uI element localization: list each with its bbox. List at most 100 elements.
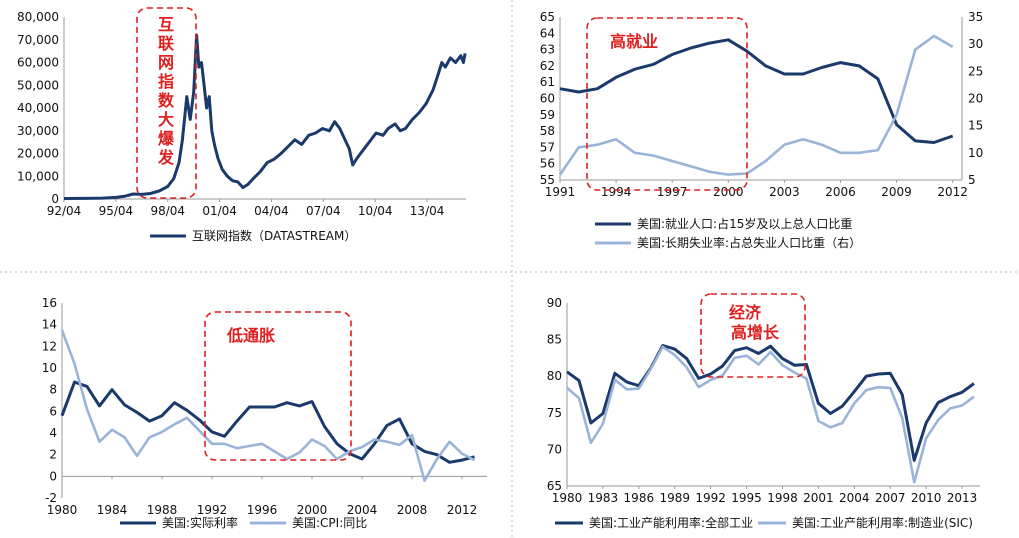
chart-3-x-tick-label: 2000	[297, 503, 328, 517]
chart-2-y2-tick-label: 20	[968, 92, 983, 106]
chart-4-y-tick-label: 70	[547, 442, 562, 456]
chart-3-y-tick-label: 6	[49, 404, 57, 418]
chart-1-y-tick-label: 40,000	[17, 101, 59, 115]
chart-3-x-tick-label: 1980	[47, 503, 78, 517]
chart-3-y-tick-label: 8	[49, 383, 57, 397]
chart-2-y-tick-label: 63	[540, 43, 555, 57]
chart-3-legend-label: 美国:实际利率	[162, 515, 238, 530]
chart-3-x-tick-label: 1992	[197, 503, 228, 517]
chart-2-x-tick-label: 2003	[769, 185, 800, 199]
chart-2-x-tick-label: 2000	[713, 185, 744, 199]
chart-1-annotation-char: 爆	[158, 129, 175, 148]
chart-1-x-tick-label: 92/04	[47, 204, 82, 218]
chart-4-series-2-line	[566, 345, 975, 484]
chart-2-x-tick-label: 2006	[825, 185, 856, 199]
chart-2-y-tick-label: 58	[540, 124, 555, 138]
chart-2-y-tick-label: 65	[540, 10, 555, 24]
chart-4-x-tick-label: 1989	[659, 491, 690, 505]
chart-3-x-tick-label: 1996	[247, 503, 278, 517]
chart-1-annotation-char: 指	[158, 72, 174, 91]
chart-3-y-tick-label: 10	[42, 361, 57, 375]
chart-2-y-tick-label: 61	[540, 75, 555, 89]
chart-4-x-tick-label: 1998	[767, 491, 798, 505]
chart-3-y-tick-label: 2	[49, 448, 57, 462]
chart-2-y2-tick-label: 15	[968, 119, 983, 133]
chart-2-y-tick-label: 57	[540, 140, 555, 154]
chart-3-y-tick-label: 16	[42, 296, 57, 310]
chart-4-annotation-line: 高增长	[731, 323, 780, 342]
chart-2-x-tick-label: 1997	[657, 185, 688, 199]
chart-4-series-1-line	[566, 344, 975, 462]
chart-2-y2-tick-label: 30	[968, 37, 983, 51]
chart-3-y-tick-label: 4	[49, 426, 57, 440]
chart-4-x-tick-label: 1992	[695, 491, 726, 505]
chart-3-annotation: 低通胀	[226, 326, 275, 345]
chart-1-annotation-char: 发	[157, 148, 175, 167]
chart-1-x-tick-label: 01/04	[202, 204, 237, 218]
chart-3-legend-label: 美国:CPI:同比	[292, 516, 367, 530]
chart-2-annotation: 高就业	[610, 32, 658, 51]
chart-4-y-tick-label: 80	[547, 369, 562, 383]
chart-4-annotation-line: 经济	[729, 303, 762, 322]
chart-4-x-tick-label: 1986	[624, 491, 655, 505]
chart-2-y2-tick-label: 5	[968, 173, 976, 187]
chart-2-x-tick-label: 1991	[545, 185, 576, 199]
chart-4-y-tick-label: 75	[547, 406, 562, 420]
chart-4-highlight-box	[700, 293, 806, 378]
chart-3-y-tick-label: 12	[42, 339, 57, 353]
chart-2-series-2-line	[558, 34, 954, 176]
chart-1-x-tick-label: 07/04	[306, 204, 341, 218]
chart-4-x-tick-label: 2001	[803, 491, 834, 505]
chart-2-y-tick-label: 56	[540, 157, 555, 171]
chart-3-x-tick-label: 1988	[147, 503, 178, 517]
chart-1-annotation-char: 数	[158, 91, 175, 110]
chart-4-x-tick-label: 2013	[947, 491, 978, 505]
chart-4-x-tick-label: 2007	[875, 491, 906, 505]
chart-2-y-tick-label: 64	[540, 26, 555, 40]
chart-1-y-tick-label: 60,000	[17, 56, 59, 70]
chart-4-y-tick-label: 90	[547, 296, 562, 310]
chart-1-y-tick-label: 50,000	[17, 78, 59, 92]
chart-1-x-tick-label: 10/04	[358, 204, 393, 218]
chart-2-y2-tick-label: 25	[968, 64, 983, 78]
chart-1-series-1-line	[63, 33, 467, 200]
chart-2-x-tick-label: 2012	[937, 185, 968, 199]
chart-3-highlight-box	[204, 311, 352, 461]
chart-1-y-tick-label: 20,000	[17, 147, 59, 161]
chart-1-y-tick-label: 0	[51, 192, 59, 206]
chart-2-y2-tick-label: 35	[968, 10, 983, 24]
chart-4-y-tick-label: 65	[547, 479, 562, 493]
chart-1-x-tick-label: 98/04	[150, 204, 185, 218]
chart-1-legend-label: 互联网指数（DATASTREAM）	[192, 228, 356, 243]
chart-2-highlight-box	[586, 17, 748, 191]
chart-3-series-1-line	[60, 380, 475, 464]
chart-1-annotation-char: 大	[158, 110, 174, 129]
chart-1-y-tick-label: 10,000	[17, 169, 59, 183]
chart-2-y2-tick-label: 10	[968, 146, 983, 160]
chart-3-x-tick-label: 2012	[447, 503, 478, 517]
chart-1-x-tick-label: 95/04	[99, 204, 134, 218]
chart-4-y-tick-label: 85	[547, 333, 562, 347]
chart-1-y-tick-label: 70,000	[17, 33, 59, 47]
chart-4-x-tick-label: 1995	[731, 491, 762, 505]
chart-2-legend-label: 美国:长期失业率:占总失业人口比重（右）	[637, 235, 861, 250]
chart-4-x-tick-label: 2010	[911, 491, 942, 505]
chart-3-y-tick-label: -2	[45, 491, 57, 505]
chart-3-y-tick-label: 14	[42, 318, 57, 332]
chart-2-y-tick-label: 62	[540, 59, 555, 73]
chart-4-legend-label: 美国:工业产能利用率:制造业(SIC)	[792, 515, 973, 530]
chart-4-x-tick-label: 1980	[552, 491, 583, 505]
chart-1-annotation-char: 联	[158, 34, 174, 53]
chart-2-y-tick-label: 60	[540, 92, 555, 106]
chart-2-x-tick-label: 1994	[601, 185, 632, 199]
chart-4-x-tick-label: 1983	[588, 491, 619, 505]
chart-2-series-1-line	[559, 38, 954, 144]
chart-1-y-tick-label: 80,000	[17, 10, 59, 24]
chart-3-y-tick-label: 0	[49, 469, 57, 483]
chart-4-legend-label: 美国:工业产能利用率:全部工业	[589, 515, 753, 530]
chart-4-x-tick-label: 2004	[839, 491, 870, 505]
chart-1-annotation-char: 网	[158, 53, 174, 72]
chart-1-annotation-char: 互	[158, 15, 174, 34]
chart-3-x-tick-label: 1984	[97, 503, 128, 517]
chart-2-x-tick-label: 2009	[881, 185, 912, 199]
